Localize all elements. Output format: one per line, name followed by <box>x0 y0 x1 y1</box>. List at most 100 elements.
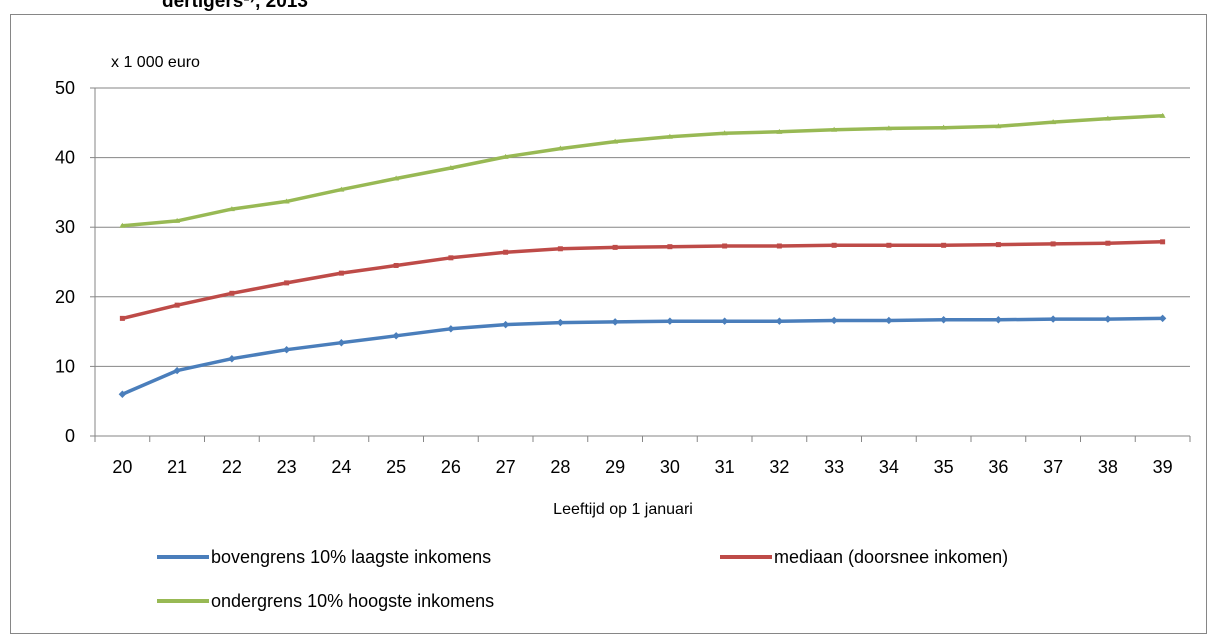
data-point <box>1160 239 1166 245</box>
data-point <box>1050 119 1057 125</box>
data-point <box>229 290 235 296</box>
data-point <box>1105 240 1111 246</box>
data-point <box>557 145 564 151</box>
y-tick-label: 30 <box>55 217 75 237</box>
y-axis-unit-label: x 1 000 euro <box>111 54 200 71</box>
data-point <box>174 217 181 223</box>
x-tick-label: 24 <box>331 457 351 477</box>
data-point <box>666 133 673 139</box>
data-point <box>885 316 893 325</box>
y-tick-label: 50 <box>55 78 75 98</box>
data-point <box>447 325 455 333</box>
data-point <box>119 315 125 321</box>
y-tick-label: 0 <box>65 426 75 446</box>
chart-frame <box>10 14 1207 634</box>
data-point <box>775 317 784 325</box>
x-tick-label: 26 <box>441 457 461 477</box>
data-point <box>776 243 782 249</box>
data-point <box>338 186 345 192</box>
data-point <box>119 222 126 228</box>
y-tick-label: 40 <box>55 148 75 168</box>
x-tick-label: 32 <box>769 457 789 477</box>
y-tick-label: 10 <box>55 356 75 376</box>
data-point <box>886 242 892 248</box>
data-point <box>228 355 236 363</box>
data-point <box>393 175 400 181</box>
data-point <box>1158 314 1167 323</box>
x-tick-label: 27 <box>496 457 516 477</box>
data-point <box>994 316 1003 324</box>
data-point <box>118 390 127 398</box>
series-line-1 <box>120 316 1165 396</box>
x-tick-label: 25 <box>386 457 406 477</box>
legend-label: mediaan (doorsnee inkomen) <box>774 547 1008 567</box>
data-point <box>337 339 346 347</box>
data-point <box>503 249 509 255</box>
data-point <box>392 332 400 340</box>
series-line-2 <box>120 240 1165 321</box>
data-point <box>776 128 783 134</box>
data-point <box>612 244 618 250</box>
series-lines <box>118 112 1167 398</box>
line-chart: 0 10 20 30 40 50 20 21 22 23 24 25 26 27 28 29 30 31 32 33 3… <box>55 54 1191 611</box>
data-point <box>502 153 509 159</box>
y-tick-label: 20 <box>55 287 75 307</box>
data-point <box>393 262 399 268</box>
data-point <box>995 123 1002 129</box>
x-tick-label: 37 <box>1043 457 1063 477</box>
data-point <box>667 244 673 250</box>
x-tick-label: 23 <box>277 457 297 477</box>
chart-title-fragment: dertigers¹⁾, 2013 <box>162 0 308 12</box>
data-point <box>282 345 291 354</box>
data-point <box>557 246 563 252</box>
data-point <box>283 198 290 204</box>
data-point <box>941 242 947 248</box>
x-axis-title: Leeftijd op 1 januari <box>553 501 693 518</box>
data-point <box>940 124 947 130</box>
data-point <box>830 316 838 325</box>
data-point <box>173 366 181 375</box>
x-tick-label: 21 <box>167 457 187 477</box>
data-point <box>448 255 454 261</box>
data-point <box>1104 315 1112 323</box>
legend: bovengrens 10% laagste inkomens mediaan (… <box>157 547 1008 611</box>
axes: 0 10 20 30 40 50 20 21 22 23 24 25 26 27 28 29 30 31 32 33 3… <box>55 78 1191 477</box>
x-tick-label: 20 <box>112 457 132 477</box>
data-point <box>885 125 892 131</box>
x-tick-label: 39 <box>1153 457 1173 477</box>
x-tick-label: 38 <box>1098 457 1118 477</box>
series-line-3 <box>120 114 1165 228</box>
legend-label: bovengrens 10% laagste inkomens <box>211 547 491 567</box>
data-point <box>612 138 619 144</box>
data-point <box>721 130 728 136</box>
x-tick-label: 31 <box>715 457 735 477</box>
legend-label: ondergrens 10% hoogste inkomens <box>211 591 494 611</box>
data-point <box>338 270 344 276</box>
x-tick-label: 35 <box>934 457 954 477</box>
data-point <box>666 317 674 325</box>
x-tick-label: 22 <box>222 457 242 477</box>
data-point <box>720 317 729 325</box>
x-tick-label: 30 <box>660 457 680 477</box>
data-point <box>556 318 565 327</box>
data-point <box>284 280 290 286</box>
x-tick-label: 29 <box>605 457 625 477</box>
data-point <box>831 126 838 132</box>
data-point <box>1050 241 1056 247</box>
data-point <box>611 318 619 326</box>
data-point <box>501 320 510 329</box>
data-point <box>995 242 1001 248</box>
data-point <box>447 165 454 171</box>
data-point <box>228 206 235 212</box>
x-tick-label: 28 <box>550 457 570 477</box>
data-point <box>939 316 948 324</box>
data-point <box>1049 315 1057 323</box>
data-point <box>831 242 837 248</box>
data-point <box>174 302 180 308</box>
x-tick-label: 33 <box>824 457 844 477</box>
data-point <box>1104 115 1111 121</box>
x-tick-label: 34 <box>879 457 899 477</box>
data-point <box>722 243 728 249</box>
x-tick-label: 36 <box>988 457 1008 477</box>
data-point <box>1159 112 1166 118</box>
